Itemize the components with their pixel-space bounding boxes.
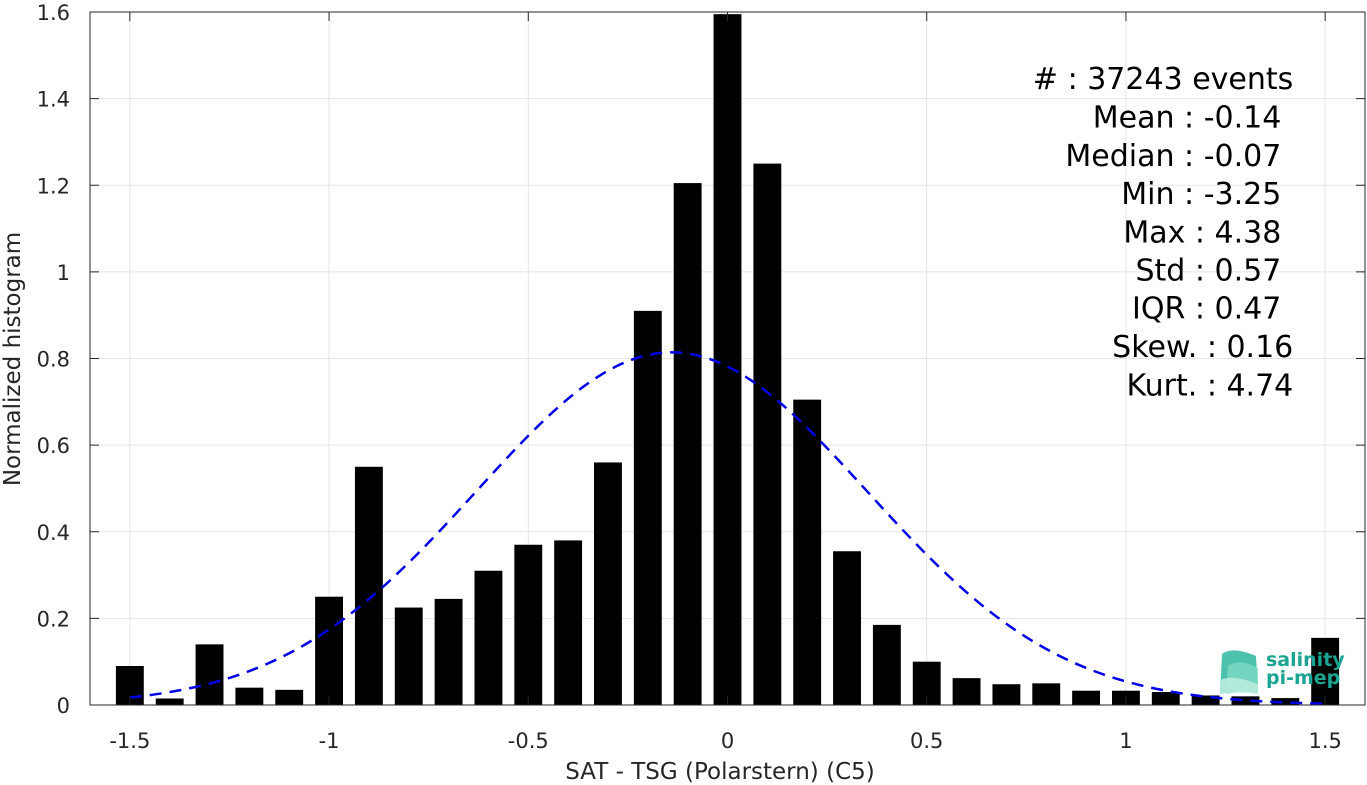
histogram-bar [354,466,383,705]
y-tick-label: 0 [57,694,70,718]
histogram-bar [713,14,742,705]
y-tick-label: 1.6 [37,1,70,25]
stat-line: Median : -0.07 [1065,139,1281,174]
histogram-bar [952,678,981,705]
histogram-bar [1271,698,1300,705]
histogram-bar [753,163,782,705]
histogram-bar [315,596,344,705]
histogram-bar [155,698,184,705]
histogram-bar [275,689,304,705]
histogram-bar [514,544,543,705]
stat-line: Min : -3.25 [1121,177,1281,212]
axis-tick-labels: -1.5 -1 -0.5 0 0.5 1 1.5 0 0.2 0.4 0.6 0.8 1 1.2 1.4 1.… [37,1,1342,753]
histogram-bar [1151,692,1180,705]
histogram-bar [992,684,1021,705]
axis-ticks [90,11,1365,706]
y-tick-label: 1 [57,261,70,285]
stat-line: Mean : -0.14 [1093,101,1282,136]
x-tick-label: 0 [721,729,734,753]
histogram-bar [793,399,822,705]
histogram-bar [1032,683,1061,705]
y-tick-label: 0.4 [37,521,70,545]
histogram-bar [394,607,423,705]
histogram-bar [673,183,702,706]
histogram-bar [235,687,264,705]
x-tick-label: 1 [1119,729,1132,753]
y-tick-label: 0.8 [37,348,70,372]
stat-line: Std : 0.57 [1136,254,1282,289]
histogram-bar [1191,695,1220,705]
histogram-bar [833,551,861,705]
histogram-bar [474,570,503,705]
histogram-bar [872,624,901,705]
histogram-bar [1072,690,1101,705]
logo-line2: pi-mep [1266,667,1340,689]
histogram-bar [434,598,463,705]
stat-line: IQR : 0.47 [1132,292,1281,327]
x-tick-label: 0.5 [910,729,943,753]
x-tick-label: -0.5 [508,729,549,753]
histogram-bar [195,644,224,705]
y-axis-label: Normalized histogram [0,232,26,486]
x-axis-label: SAT - TSG (Polarstern) (C5) [565,759,874,785]
histogram-bars [115,14,1340,706]
y-tick-label: 1.4 [37,88,70,112]
histogram-bar [1231,696,1260,705]
histogram-bar [554,540,583,705]
stat-line: Max : 4.38 [1123,215,1281,250]
logo-line1: salinity [1266,649,1345,671]
stat-line: Kurt. : 4.74 [1126,368,1293,403]
x-tick-label: -1 [319,729,340,753]
stat-line: # : 37243 events [1033,62,1293,97]
stat-line: Skew. : 0.16 [1112,330,1293,365]
histogram-bar [633,310,662,705]
histogram-bar [594,462,622,705]
salinity-pi-mep-logo: salinity pi-mep [1220,649,1345,694]
y-tick-label: 0.6 [37,434,70,458]
histogram-bar [1311,637,1340,705]
x-tick-label: 1.5 [1308,729,1341,753]
x-tick-label: -1.5 [109,729,150,753]
logo-wave-icon [1220,650,1258,694]
y-tick-label: 1.2 [37,174,70,198]
y-tick-label: 0.2 [37,607,70,631]
